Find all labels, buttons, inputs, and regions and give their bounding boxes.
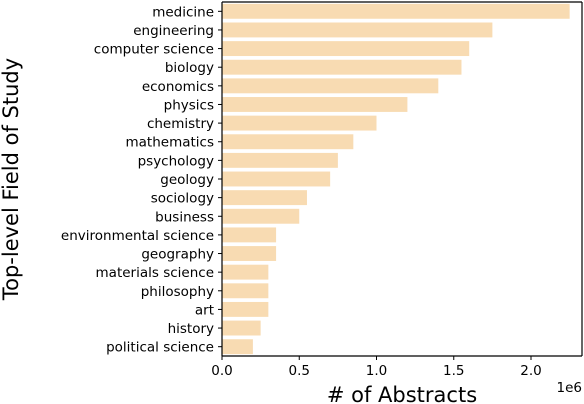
category-label: business: [155, 209, 214, 225]
bar-psychology: [222, 152, 338, 168]
category-label: biology: [165, 60, 214, 76]
category-label: chemistry: [147, 116, 214, 132]
category-label: environmental science: [61, 228, 214, 244]
category-label: engineering: [133, 23, 214, 39]
bar-geology: [222, 171, 331, 187]
category-label: computer science: [94, 42, 214, 58]
category-label: political science: [106, 340, 214, 356]
category-label: art: [195, 302, 214, 318]
x-tick-label: 2.0: [520, 363, 541, 379]
bar-materials-science: [222, 264, 269, 280]
x-tick-label: 0.0: [211, 363, 232, 379]
bar-physics: [222, 97, 408, 112]
bar-engineering: [222, 22, 493, 38]
category-label: economics: [142, 79, 214, 95]
category-labels: medicine engineering computer science biolo…: [61, 4, 222, 356]
category-label: mathematics: [125, 135, 214, 151]
category-label: history: [168, 321, 214, 337]
bar-mathematics: [222, 134, 354, 150]
bar-political-science: [222, 339, 253, 355]
bar-chemistry: [222, 115, 377, 131]
category-label: geography: [141, 247, 214, 263]
bar-art: [222, 301, 269, 317]
x-tick-label: 1.0: [366, 363, 387, 379]
category-label: philosophy: [141, 284, 214, 300]
category-label: materials science: [96, 265, 214, 281]
bar-philosophy: [222, 283, 269, 299]
category-label: physics: [164, 97, 214, 113]
bar-environmental-science: [222, 227, 277, 243]
bar-economics: [222, 78, 439, 94]
bar-history: [222, 320, 261, 336]
x-tick-label: 0.5: [289, 363, 310, 379]
bar-geography: [222, 246, 277, 261]
x-tick-label: 1.5: [443, 363, 464, 379]
category-label: geology: [160, 172, 214, 188]
category-label: psychology: [138, 153, 214, 169]
category-label: sociology: [151, 191, 214, 207]
y-axis-title: Top-level Field of Study: [0, 58, 23, 301]
bars-group: [222, 3, 570, 355]
x-axis-ticks: 0.0 0.5 1.0 1.5 2.0: [211, 356, 542, 379]
category-label: medicine: [152, 4, 214, 20]
x-scale-label: 1e6: [557, 380, 582, 396]
bar-computer-science: [222, 41, 470, 57]
bar-medicine: [222, 3, 570, 19]
bar-biology: [222, 59, 462, 75]
x-axis-title: # of Abstracts: [327, 383, 477, 404]
bar-sociology: [222, 190, 307, 206]
bar-business: [222, 208, 300, 224]
